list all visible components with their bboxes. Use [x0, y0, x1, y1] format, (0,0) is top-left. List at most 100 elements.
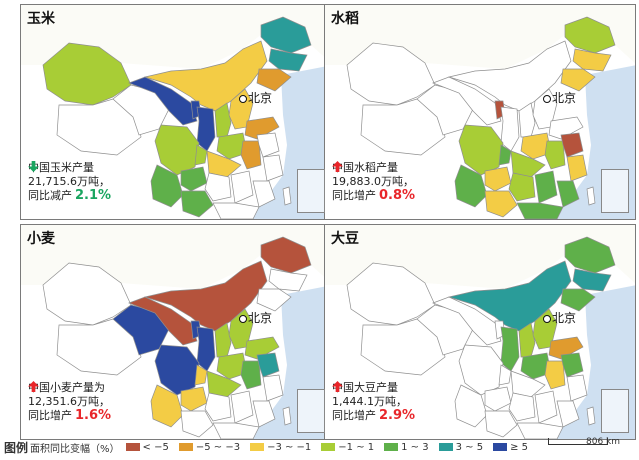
province-hubei	[510, 370, 546, 398]
arrow-up-icon	[28, 381, 39, 392]
province-guangxi	[484, 410, 518, 438]
south-china-sea-inset	[601, 389, 629, 433]
province-hubei	[510, 150, 546, 178]
province-taiwan	[282, 406, 292, 426]
province-guangxi	[180, 190, 214, 218]
province-taiwan	[586, 406, 596, 426]
south-china-sea-inset	[297, 389, 325, 433]
province-jilin	[572, 268, 612, 292]
capital-dot-icon	[239, 94, 247, 103]
province-shanxi	[518, 322, 536, 358]
province-guizhou	[180, 166, 208, 192]
province-shandong	[548, 116, 584, 140]
province-jiangxi	[230, 170, 254, 204]
province-shanxi	[214, 322, 232, 358]
province-jiangsu	[256, 132, 280, 158]
province-fujian	[252, 180, 276, 208]
change-label: 同比减产	[28, 189, 72, 202]
scale-bar	[548, 438, 608, 445]
province-shaanxi	[500, 326, 520, 372]
legend-swatch	[438, 443, 453, 451]
south-china-sea-inset	[297, 169, 325, 213]
province-guangdong	[516, 422, 564, 439]
province-xinjiang	[346, 42, 436, 106]
province-anhui	[544, 140, 566, 170]
legend-label: −5 ~ −3	[195, 441, 241, 453]
south-china-sea-inset	[601, 169, 629, 213]
panel-title: 小麦	[27, 231, 55, 247]
arrow-up-icon	[332, 381, 343, 392]
change-percent: 0.8%	[379, 188, 416, 203]
change-row: 同比减产 2.1%	[28, 161, 111, 203]
province-liaoning	[560, 288, 596, 312]
summary-line-2: 12,351.6万吨，	[28, 395, 110, 408]
map-panel-soy: 大豆 北京 中国大豆产量 1,444.1万吨， 同比增产 2.9%	[324, 224, 636, 440]
province-taiwan	[282, 186, 292, 206]
legend-label: ≥ 5	[510, 441, 528, 453]
legend-swatch	[384, 443, 399, 451]
province-chongqing	[498, 144, 512, 166]
legend-swatch	[250, 443, 265, 451]
province-shaanxi	[196, 106, 216, 152]
province-yunnan	[454, 164, 488, 208]
province-zhejiang	[262, 374, 284, 402]
province-chongqing	[194, 364, 208, 386]
province-henan	[216, 352, 248, 380]
capital-label: 北京	[248, 91, 273, 105]
production-summary: 中国大豆产量 1,444.1万吨， 同比增产 2.9%	[332, 381, 416, 423]
province-shaanxi	[500, 106, 520, 152]
province-guizhou	[484, 386, 512, 412]
province-xizang	[360, 318, 446, 376]
china-map-corn	[21, 5, 331, 219]
legend-swatch	[493, 443, 508, 451]
province-liaoning	[560, 68, 596, 92]
change-percent: 2.9%	[379, 408, 416, 423]
province-yunnan	[150, 384, 184, 428]
capital-marker: 北京	[239, 89, 272, 106]
province-anhui	[240, 140, 262, 170]
legend-swatch	[125, 443, 140, 451]
province-chongqing	[498, 364, 512, 386]
province-zhejiang	[566, 154, 588, 182]
province-yunnan	[454, 384, 488, 428]
province-gansu	[128, 76, 198, 126]
legend-item: 3 ~ 5	[438, 441, 484, 453]
change-row: 同比增产 0.8%	[332, 161, 416, 203]
province-anhui	[544, 360, 566, 390]
province-anhui	[240, 360, 262, 390]
province-jiangsu	[560, 132, 584, 158]
province-henan	[520, 132, 552, 160]
capital-dot-icon	[543, 94, 551, 103]
legend-label: 1 ~ 3	[401, 441, 429, 453]
province-heilongjiang	[564, 236, 616, 274]
legend-item: < −5	[125, 442, 169, 453]
province-yunnan	[150, 164, 184, 208]
change-row: 同比增产 2.9%	[332, 381, 416, 423]
legend-item: −1 ~ 1	[321, 442, 374, 453]
province-hunan	[508, 172, 536, 202]
province-fujian	[556, 400, 580, 428]
province-gansu	[432, 76, 502, 126]
panel-title: 水稻	[331, 11, 359, 27]
summary-line-1: 中国水稻产量	[332, 161, 398, 174]
china-map-soy	[325, 225, 635, 439]
map-panel-wheat: 小麦 北京 中国小麦产量为 12,351.6万吨， 同比增产 1.6%	[20, 224, 332, 440]
province-jilin	[268, 268, 308, 292]
change-row: 同比增产 1.6%	[28, 381, 111, 423]
legend-label: 3 ~ 5	[455, 441, 484, 453]
province-xinjiang	[42, 42, 132, 106]
province-shaanxi	[196, 326, 216, 372]
legend-label: −3 ~ −1	[267, 441, 312, 453]
province-jiangsu	[256, 352, 280, 378]
summary-line-2: 19,883.0万吨，	[332, 175, 414, 188]
panel-title: 大豆	[331, 231, 359, 247]
legend-item: ≥ 5	[493, 442, 528, 453]
capital-marker: 北京	[239, 309, 272, 326]
province-hubei	[206, 370, 242, 398]
province-liaoning	[256, 68, 292, 92]
province-shandong	[244, 336, 280, 360]
province-guizhou	[180, 386, 208, 412]
province-zhejiang	[262, 154, 284, 182]
capital-marker: 北京	[543, 89, 576, 106]
province-jiangxi	[230, 390, 254, 424]
